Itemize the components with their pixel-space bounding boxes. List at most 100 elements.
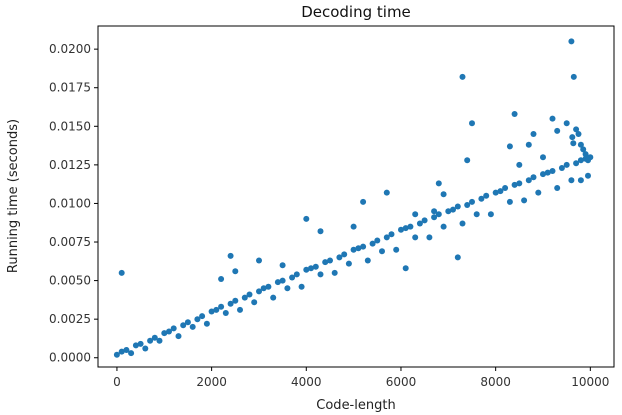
data-point	[218, 276, 225, 282]
data-point	[554, 127, 561, 134]
y-tick-label: 0.0050	[49, 274, 91, 288]
data-point	[582, 151, 589, 158]
data-point	[454, 254, 461, 261]
data-point	[265, 283, 272, 290]
data-point	[184, 319, 191, 326]
data-point	[492, 189, 499, 196]
data-point	[355, 245, 362, 252]
data-point	[530, 174, 537, 181]
data-point	[483, 192, 490, 199]
y-tick-label: 0.0200	[49, 42, 91, 56]
y-tick-label: 0.0150	[49, 119, 91, 133]
data-point	[170, 325, 177, 332]
data-point	[431, 214, 438, 221]
data-point	[383, 234, 390, 241]
data-point	[445, 208, 452, 215]
data-point	[241, 294, 248, 301]
data-point	[308, 265, 314, 272]
data-point	[232, 268, 239, 275]
data-point	[506, 198, 513, 205]
data-point	[459, 220, 466, 227]
data-point	[487, 211, 494, 218]
data-point	[521, 197, 528, 204]
x-tick-label: 4000	[291, 375, 322, 389]
data-point	[585, 172, 591, 179]
data-point	[118, 348, 125, 355]
points-layer	[113, 38, 594, 358]
data-point	[303, 266, 310, 273]
y-axis: 0.0000 0.0025 0.0050 0.0075 0.0100 0.0125 0.01…	[49, 42, 98, 365]
data-point	[232, 297, 239, 304]
data-point	[473, 211, 480, 218]
data-point	[516, 180, 523, 187]
data-point	[251, 299, 258, 306]
data-point	[511, 181, 518, 188]
data-point	[227, 252, 234, 259]
data-point	[317, 228, 324, 235]
data-point	[540, 171, 546, 178]
data-point	[549, 168, 556, 174]
y-tick-label: 0.0075	[49, 235, 91, 249]
data-point	[180, 322, 187, 329]
data-point	[364, 257, 371, 264]
data-point	[350, 246, 357, 253]
data-point	[577, 141, 584, 148]
data-point	[151, 334, 158, 341]
data-point	[322, 259, 329, 266]
data-point	[388, 231, 395, 238]
data-point	[113, 351, 120, 358]
x-axis: 0 2000 4000 6000 8000 10000	[113, 367, 609, 389]
data-point	[580, 146, 587, 153]
data-point	[435, 211, 442, 218]
data-point	[469, 120, 475, 127]
data-point	[279, 262, 286, 269]
data-point	[568, 177, 575, 184]
data-point	[402, 225, 409, 232]
data-point	[289, 274, 296, 281]
data-point	[402, 265, 409, 272]
data-point	[558, 165, 565, 171]
data-point	[570, 140, 577, 147]
data-point	[327, 257, 333, 264]
data-point	[137, 340, 144, 347]
data-point	[412, 211, 419, 218]
x-tick-label: 6000	[386, 375, 417, 389]
data-point	[175, 333, 182, 340]
data-point	[585, 157, 591, 164]
data-point	[435, 180, 442, 187]
data-point	[570, 73, 577, 80]
plot-background	[98, 26, 614, 367]
x-tick-label: 8000	[480, 375, 511, 389]
y-tick-label: 0.0125	[49, 158, 91, 172]
data-point	[450, 206, 456, 213]
data-point	[412, 234, 419, 241]
data-point	[525, 177, 532, 184]
data-point	[203, 320, 210, 327]
data-point	[426, 234, 433, 241]
data-point	[123, 347, 130, 353]
x-tick-label: 10000	[571, 375, 609, 389]
data-point	[341, 251, 348, 258]
data-point	[525, 141, 532, 148]
x-tick-label: 2000	[196, 375, 227, 389]
data-point	[189, 323, 196, 330]
data-point	[293, 271, 300, 278]
data-point	[440, 191, 447, 198]
data-point	[540, 154, 546, 161]
data-point	[407, 223, 414, 230]
data-point	[142, 345, 149, 352]
data-point	[350, 223, 357, 230]
data-point	[421, 217, 428, 224]
data-point	[303, 215, 310, 222]
data-point	[549, 115, 556, 122]
y-axis-label: Running time (seconds)	[6, 119, 21, 273]
data-point	[568, 38, 575, 45]
data-point	[502, 185, 509, 191]
data-point	[431, 208, 438, 215]
data-point	[440, 223, 447, 230]
x-tick-label: 0	[113, 375, 121, 389]
data-point	[530, 131, 537, 137]
data-point	[128, 350, 135, 357]
